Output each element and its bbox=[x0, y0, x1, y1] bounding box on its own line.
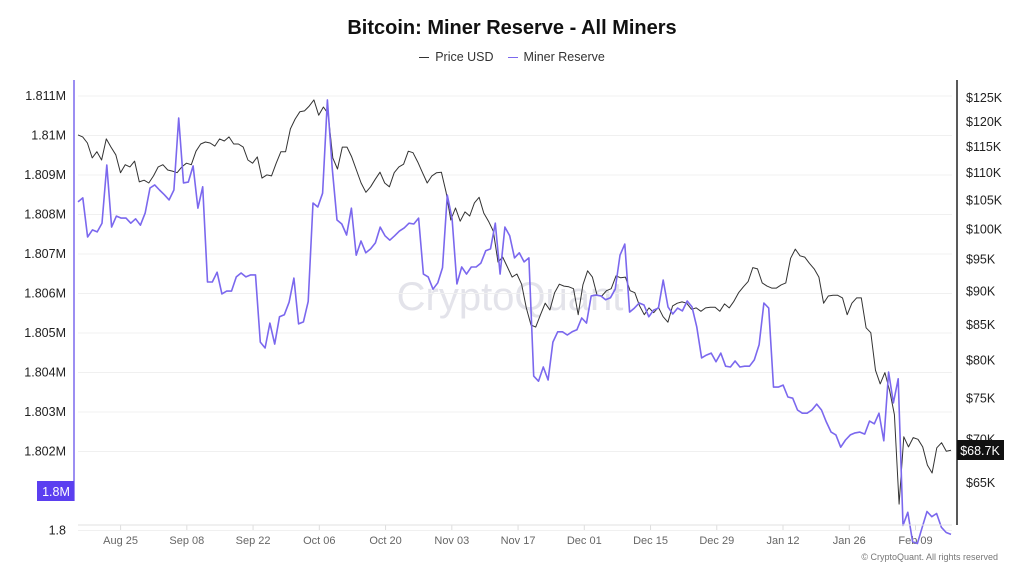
legend-item-miner-reserve[interactable]: Miner Reserve bbox=[507, 50, 605, 64]
left-tick-label: 1.81M bbox=[31, 129, 66, 143]
right-tick-label: $125K bbox=[966, 91, 1003, 105]
x-tick-label: Sep 08 bbox=[169, 535, 204, 547]
x-tick-label: Dec 15 bbox=[633, 535, 668, 547]
x-tick-label: Dec 29 bbox=[699, 535, 734, 547]
watermark: CryptoQuant bbox=[397, 275, 624, 319]
right-tick-label: $105K bbox=[966, 194, 1003, 208]
legend-swatch-price bbox=[419, 56, 430, 58]
right-tick-label: $110K bbox=[966, 166, 1002, 180]
x-tick-label: Feb 09 bbox=[898, 535, 932, 547]
right-current-value-badge: $68.7K bbox=[957, 440, 1004, 460]
left-tick-label: 1.804M bbox=[24, 366, 66, 380]
legend-item-price[interactable]: Price USD bbox=[419, 50, 494, 64]
right-tick-label: $80K bbox=[966, 354, 996, 368]
x-tick-label: Nov 17 bbox=[501, 535, 536, 547]
legend: Price USD Miner Reserve bbox=[0, 50, 1024, 64]
legend-label-price: Price USD bbox=[435, 50, 494, 64]
x-tick-label: Jan 26 bbox=[833, 535, 866, 547]
chart-title: Bitcoin: Miner Reserve - All Miners bbox=[347, 17, 677, 39]
x-tick-label: Oct 06 bbox=[303, 535, 335, 547]
right-tick-label: $100K bbox=[966, 222, 1003, 236]
right-tick-label: $120K bbox=[966, 115, 1003, 129]
left-tick-label: 1.807M bbox=[24, 247, 66, 261]
left-tick-label: 1.805M bbox=[24, 326, 66, 340]
x-tick-label: Jan 12 bbox=[767, 535, 800, 547]
right-tick-label: $90K bbox=[966, 284, 996, 298]
right-tick-label: $75K bbox=[966, 392, 996, 406]
right-tick-label: $85K bbox=[966, 318, 996, 332]
legend-label-miner-reserve: Miner Reserve bbox=[523, 50, 605, 64]
copyright: © CryptoQuant. All rights reserved bbox=[861, 552, 998, 562]
left-current-value: 1.8M bbox=[42, 485, 70, 499]
right-tick-label: $65K bbox=[966, 476, 996, 490]
x-tick-label: Dec 01 bbox=[567, 535, 602, 547]
x-tick-label: Nov 03 bbox=[434, 535, 469, 547]
left-tick-label: 1.806M bbox=[24, 287, 66, 301]
right-tick-label: $95K bbox=[966, 253, 996, 267]
left-tick-label: 1.803M bbox=[24, 405, 66, 419]
right-current-value: $68.7K bbox=[960, 444, 1000, 458]
left-current-value-badge: 1.8M bbox=[37, 481, 74, 501]
legend-swatch-miner-reserve bbox=[507, 56, 518, 58]
x-tick-label: Sep 22 bbox=[236, 535, 271, 547]
left-tick-label: 1.808M bbox=[24, 208, 66, 222]
miner-reserve-line bbox=[77, 99, 952, 545]
right-tick-label: $115K bbox=[966, 140, 1002, 154]
left-tick-label: 1.809M bbox=[24, 168, 66, 182]
x-tick-label: Oct 20 bbox=[369, 535, 401, 547]
x-tick-label: Aug 25 bbox=[103, 535, 138, 547]
left-tick-label: 1.8 bbox=[49, 524, 66, 538]
price-usd-line bbox=[77, 99, 952, 505]
left-tick-label: 1.811M bbox=[25, 89, 66, 103]
left-tick-label: 1.802M bbox=[24, 445, 66, 459]
